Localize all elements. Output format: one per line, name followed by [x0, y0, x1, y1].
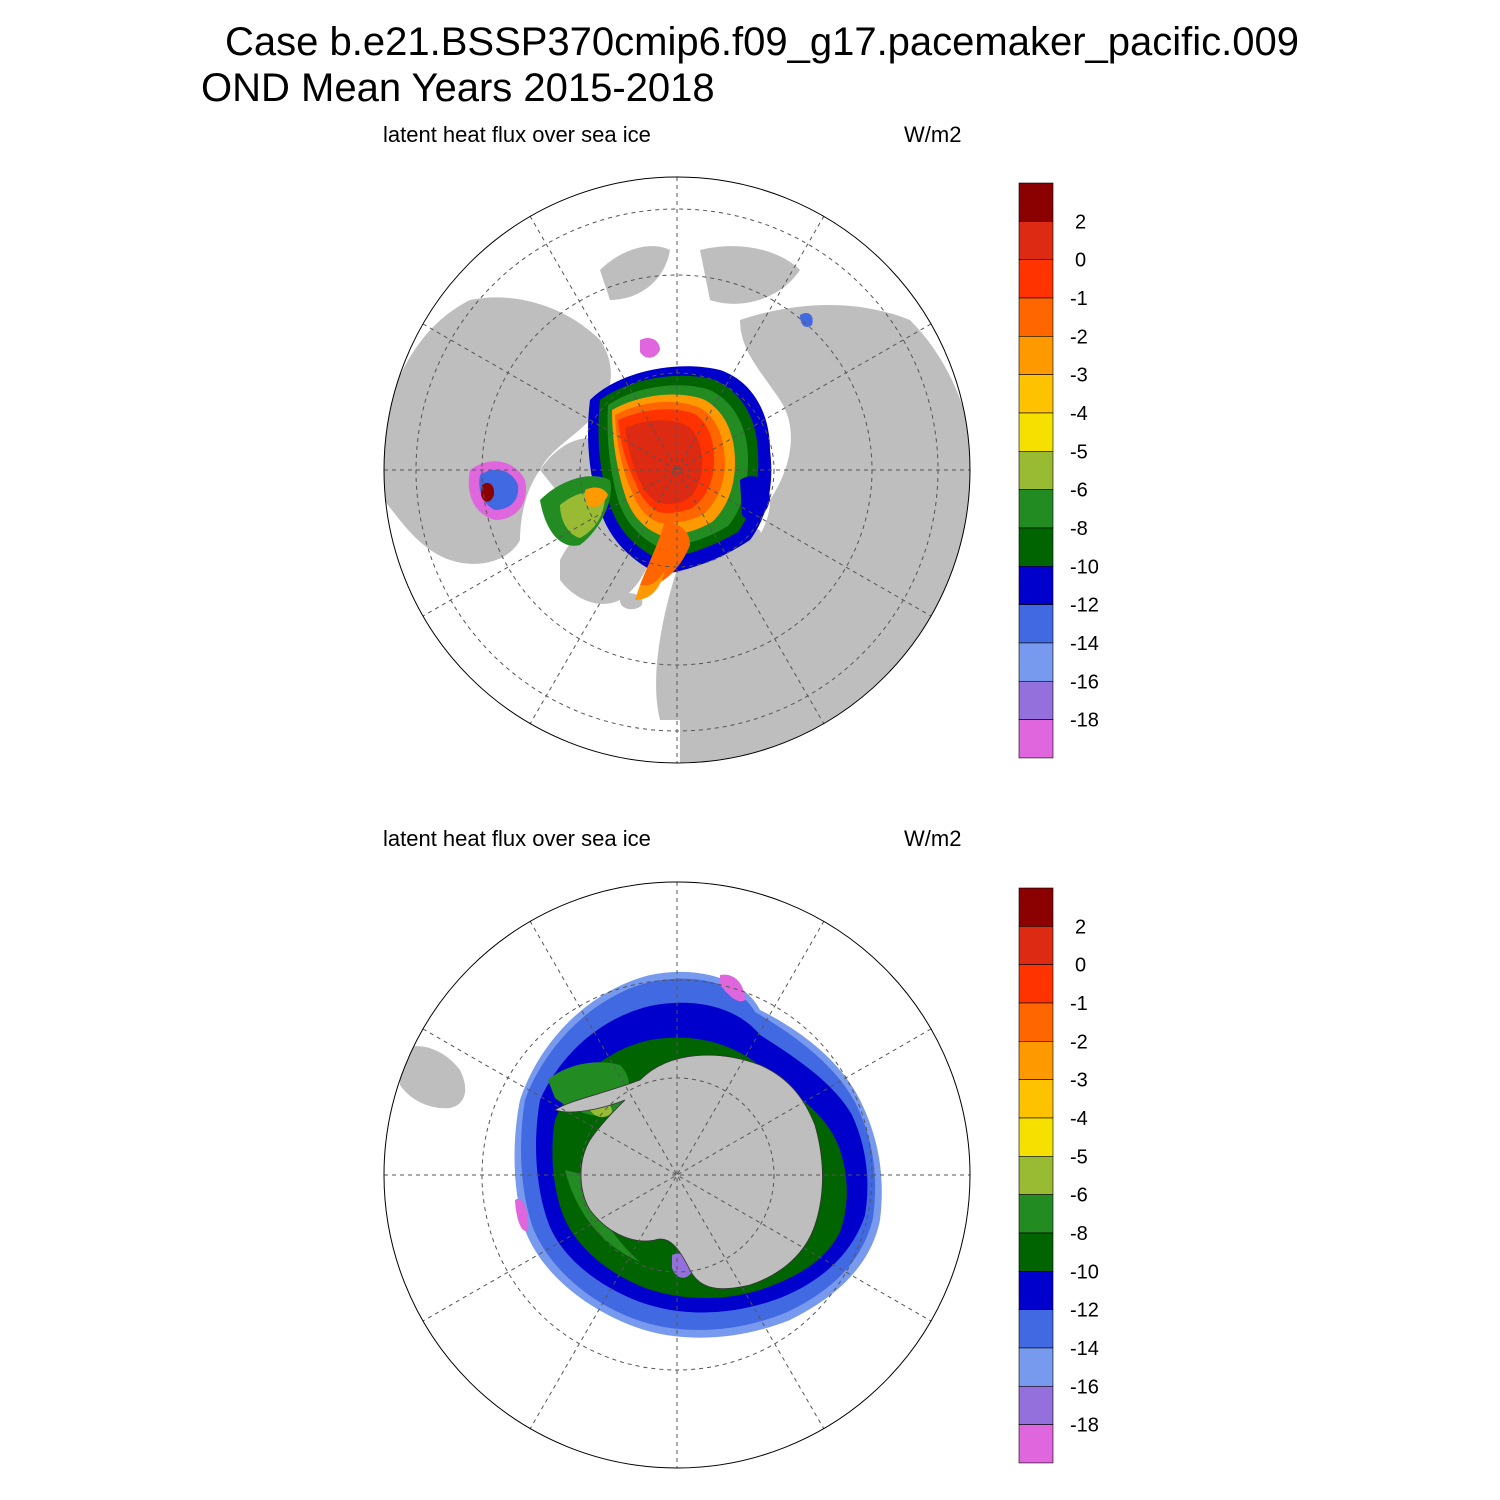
colorbar-south-swatch [1018, 1156, 1054, 1195]
panel2-subtitle: latent heat flux over sea ice [383, 826, 651, 851]
north-map-border [383, 176, 971, 764]
colorbar-north-label: -14 [1070, 633, 1099, 655]
colorbar-south-label: -18 [1070, 1415, 1099, 1437]
colorbar-south-swatch [1018, 1079, 1054, 1119]
colorbar-north-swatch [1018, 680, 1054, 720]
colorbar-north-swatch [1018, 374, 1054, 414]
colorbar-north-label: -5 [1070, 441, 1088, 463]
colorbar-south-label: -12 [1070, 1300, 1099, 1322]
colorbar-north-swatch [1018, 719, 1054, 759]
colorbar-north-swatch [1018, 527, 1054, 567]
colorbar-south-label: -1 [1070, 993, 1088, 1015]
colorbar-south-swatch [1018, 1385, 1054, 1425]
colorbar-south-swatch [1018, 887, 1054, 927]
colorbar-north-label: -1 [1070, 288, 1088, 310]
colorbar-south-swatch [1018, 1002, 1054, 1042]
colorbar-north-swatch [1018, 221, 1054, 260]
colorbar-north-swatch [1018, 565, 1054, 605]
colorbar-south-swatch [1018, 1232, 1054, 1272]
colorbar-south-swatch [1018, 1194, 1054, 1234]
north-polar-map [383, 176, 971, 764]
colorbar-north-label: -3 [1070, 365, 1088, 387]
colorbar-south-label: -6 [1070, 1185, 1088, 1207]
colorbar-north-label: -4 [1070, 403, 1088, 425]
colorbar-north-swatch [1018, 297, 1054, 337]
north-graticule [384, 177, 970, 763]
figure-title-line1: Case b.e21.BSSP370cmip6.f09_g17.pacemake… [225, 20, 1300, 64]
colorbar-south-swatch [1018, 926, 1054, 965]
colorbar-south: 2 0 -1 -2 -3 -4 -5 -6 -8 -10 -12 -14 -16 -18 [1018, 887, 1099, 1464]
south-graticule [384, 882, 970, 1468]
colorbar-north-label: -16 [1070, 671, 1099, 693]
colorbar-south-label: -16 [1070, 1376, 1099, 1398]
colorbar-north-swatch [1018, 642, 1054, 682]
colorbar-north-swatch [1018, 182, 1054, 222]
colorbar-south-label: -5 [1070, 1146, 1088, 1168]
colorbar-north-label: -2 [1070, 326, 1088, 348]
south-polar-map [383, 881, 971, 1469]
colorbar-south-swatch [1018, 1271, 1054, 1310]
colorbar-north: 2 0 -1 -2 -3 -4 -5 -6 -8 -10 -12 -14 -16 -18 [1018, 182, 1099, 759]
colorbar-south-swatch [1018, 1117, 1054, 1157]
colorbar-south-label: -14 [1070, 1338, 1099, 1360]
colorbar-north-swatch [1018, 489, 1054, 529]
colorbar-north-label: -8 [1070, 518, 1088, 540]
colorbar-north-swatch [1018, 604, 1054, 644]
colorbar-south-label: -4 [1070, 1108, 1088, 1130]
colorbar-south-swatch [1018, 1041, 1054, 1080]
colorbar-north-swatch [1018, 259, 1054, 299]
antarctica-land [554, 1054, 823, 1290]
colorbar-south-label: 0 [1075, 955, 1086, 977]
colorbar-south-swatch [1018, 1309, 1054, 1349]
colorbar-south-label: -2 [1070, 1031, 1088, 1053]
colorbar-north-label: -12 [1070, 595, 1099, 617]
colorbar-north-swatch [1018, 412, 1054, 452]
colorbar-north-swatch [1018, 336, 1054, 375]
colorbar-north-label: 2 [1075, 211, 1086, 233]
colorbar-south-swatch [1018, 1347, 1054, 1387]
panel1-subtitle: latent heat flux over sea ice [383, 122, 651, 147]
colorbar-south-swatch [1018, 1424, 1054, 1464]
south-map-border [383, 881, 971, 1469]
panel2-units: W/m2 [904, 826, 962, 851]
south-america-land [400, 1046, 466, 1109]
colorbar-south-swatch [1018, 964, 1054, 1004]
colorbar-south-label: -8 [1070, 1223, 1088, 1245]
colorbar-north-label: 0 [1075, 250, 1086, 272]
colorbar-south-label: -10 [1070, 1261, 1099, 1283]
north-flux-field [468, 313, 813, 600]
panel1-units: W/m2 [904, 122, 962, 147]
colorbar-north-label: -18 [1070, 710, 1099, 732]
colorbar-south-label: 2 [1075, 916, 1086, 938]
colorbar-north-swatch [1018, 451, 1054, 490]
figure-title-line2: OND Mean Years 2015-2018 [201, 66, 715, 110]
colorbar-north-label: -6 [1070, 480, 1088, 502]
colorbar-south-label: -3 [1070, 1070, 1088, 1092]
colorbar-north-label: -10 [1070, 556, 1099, 578]
